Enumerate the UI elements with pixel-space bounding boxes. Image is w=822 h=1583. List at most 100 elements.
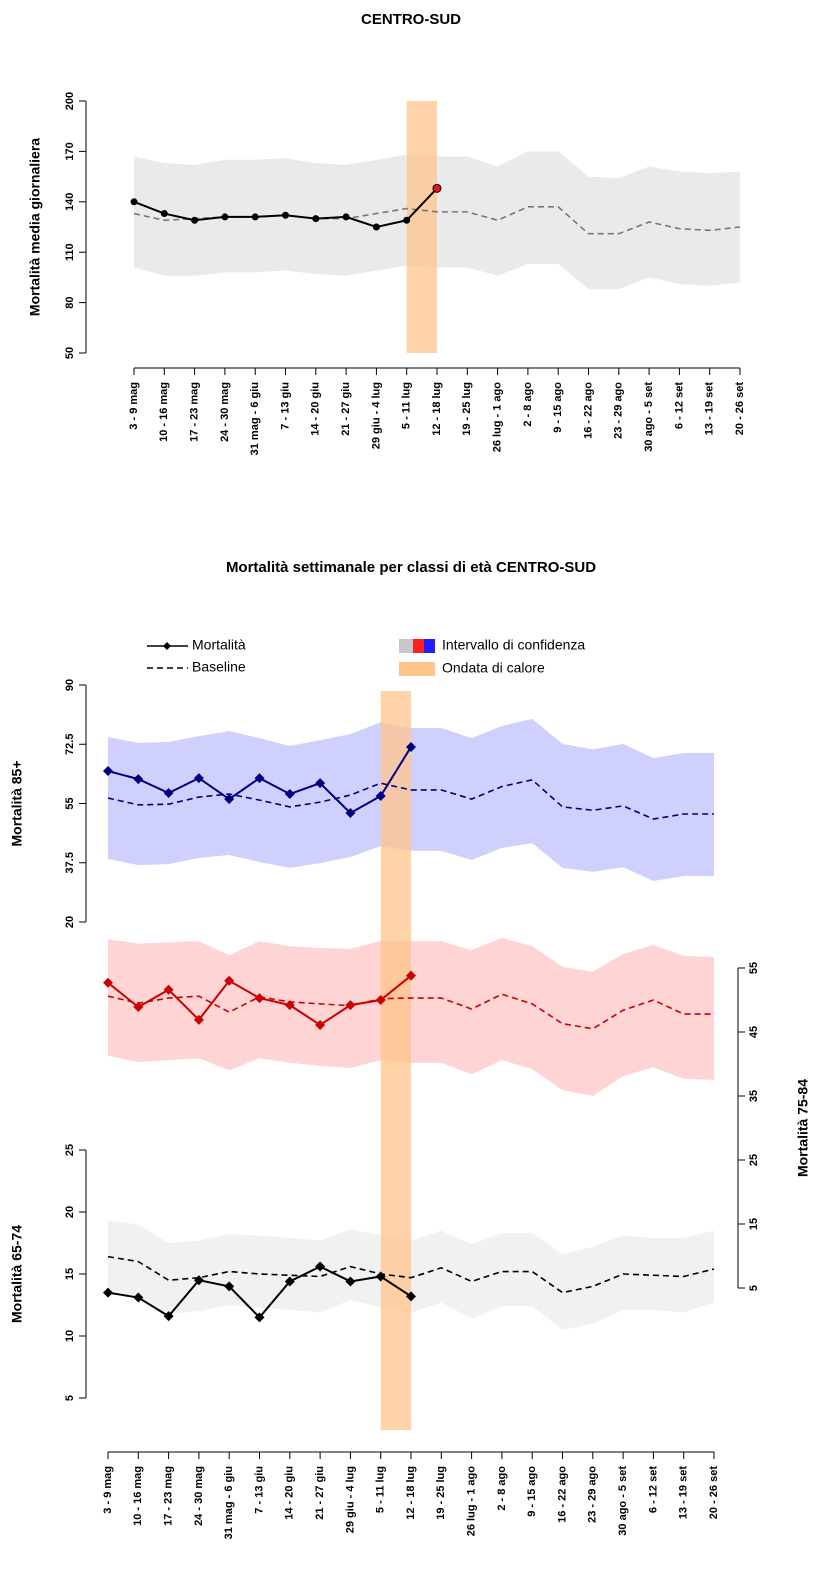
y-tick-label: 110: [64, 243, 76, 261]
mortality-marker: [133, 1002, 144, 1013]
x-tick-label: 9 - 15 ago: [526, 1466, 538, 1517]
mortality-marker: [284, 1000, 295, 1011]
y-tick-label: 20: [64, 916, 76, 928]
x-tick-label: 30 ago - 5 set: [643, 382, 655, 452]
mortality-marker: [163, 1311, 174, 1322]
x-tick-label: 30 ago - 5 set: [617, 1466, 629, 1536]
mortality-marker: [406, 970, 416, 981]
mortality-marker: [406, 1291, 416, 1302]
x-tick-label: 16 - 22 ago: [556, 1466, 568, 1523]
y-tick-label: 20: [64, 1206, 76, 1218]
mortality-marker: [224, 1281, 235, 1292]
y-axis-label: Mortalità 85+: [9, 761, 25, 847]
x-tick-label: 9 - 15 ago: [552, 382, 564, 433]
x-tick-label: 13 - 19 set: [704, 382, 716, 436]
mortality-marker: [375, 791, 386, 802]
x-tick-label: 5 - 11 lug: [401, 382, 413, 429]
chart-title: CENTRO-SUD: [361, 11, 461, 28]
legend-label: Ondata di calore: [442, 660, 545, 676]
y-axis-label: Mortalità 65-74: [9, 1225, 25, 1323]
mortality-marker: [163, 788, 174, 799]
x-tick-label: 14 - 20 giu: [284, 1466, 296, 1520]
x-tick-label: 7 - 13 giu: [279, 382, 291, 430]
mortality-marker: [315, 778, 326, 789]
y-tick-label: 45: [748, 1026, 760, 1038]
x-tick-label: 3 - 9 mag: [128, 382, 140, 430]
mortality-marker: [193, 1275, 204, 1286]
legend-label: Mortalità: [192, 637, 246, 653]
mortality-marker: [103, 1287, 113, 1298]
baseline-line: [107, 778, 714, 820]
mortality-marker: [345, 1000, 356, 1011]
mortality-marker: [103, 977, 113, 988]
heatwave-band: [406, 101, 437, 353]
mortality-marker: [160, 210, 168, 218]
baseline-line: [107, 1255, 715, 1294]
y-axis-label: Mortalità media giornaliera: [27, 138, 43, 316]
mortality-marker: [282, 211, 289, 219]
y-tick-label: 37.5: [64, 852, 76, 873]
x-tick-label: 2 - 8 ago: [496, 1466, 508, 1511]
x-tick-label: 12 - 18 lug: [405, 1466, 417, 1520]
mortality-marker: [375, 1271, 386, 1282]
x-tick-label: 10 - 16 mag: [132, 1466, 144, 1526]
mortality-marker: [193, 773, 204, 784]
x-tick-label: 14 - 20 giu: [310, 382, 322, 436]
x-tick-label: 12 - 18 lug: [431, 382, 443, 436]
x-tick-label: 13 - 19 set: [678, 1466, 690, 1520]
x-tick-label: 29 giu - 4 lug: [370, 382, 382, 449]
x-tick-label: 20 - 26 set: [734, 382, 746, 436]
mortality-marker: [315, 1261, 326, 1272]
x-tick-label: 19 - 25 lug: [461, 382, 473, 436]
mortality-marker: [312, 215, 320, 223]
mortality-marker: [315, 1019, 326, 1030]
mortality-marker: [372, 223, 380, 231]
y-tick-label: 15: [748, 1218, 760, 1230]
y-tick-label: 200: [64, 92, 76, 110]
y-tick-label: 55: [64, 797, 76, 809]
y-tick-label: 170: [64, 142, 76, 160]
mortality-marker: [254, 1312, 265, 1323]
mortality-marker: [342, 213, 350, 221]
baseline-line: [107, 993, 714, 1030]
x-tick-label: 26 lug - 1 ago: [492, 382, 504, 453]
legend-label: Intervallo di confidenza: [442, 637, 585, 653]
x-tick-label: 21 - 27 giu: [340, 382, 352, 436]
x-tick-label: 3 - 9 mag: [102, 1466, 114, 1514]
mortality-marker: [375, 995, 386, 1005]
y-tick-label: 25: [748, 1154, 760, 1166]
mortality-marker: [133, 774, 144, 785]
legend-swatch: [424, 639, 435, 653]
mortality-marker: [221, 213, 229, 221]
x-tick-label: 16 - 22 ago: [582, 382, 594, 439]
mortality-marker: [432, 183, 442, 193]
y-tick-label: 35: [748, 1090, 760, 1102]
legend-marker: [163, 642, 171, 650]
y-tick-label: 15: [64, 1268, 76, 1280]
mortality-marker: [133, 1292, 144, 1303]
x-tick-label: 10 - 16 mag: [158, 382, 170, 442]
mortality-marker: [406, 741, 416, 752]
x-tick-label: 17 - 23 mag: [189, 382, 201, 442]
mortality-marker: [403, 216, 411, 224]
mortality-marker: [254, 993, 265, 1004]
y-tick-label: 140: [64, 193, 76, 211]
mortality-marker: [163, 984, 174, 995]
x-tick-label: 23 - 29 ago: [587, 1466, 599, 1523]
x-tick-label: 6 - 12 set: [673, 382, 685, 429]
x-tick-label: 21 - 27 giu: [314, 1466, 326, 1520]
x-tick-label: 31 mag - 6 giu: [223, 1466, 235, 1539]
chart-title: Mortalità settimanale per classi di età …: [226, 559, 596, 576]
y-tick-label: 72.5: [64, 734, 76, 755]
y-tick-label: 10: [64, 1330, 76, 1342]
x-tick-label: 23 - 29 ago: [613, 382, 625, 439]
mortality-marker: [103, 765, 113, 776]
x-tick-label: 24 - 30 mag: [193, 1466, 205, 1526]
legend-swatch: [413, 639, 424, 653]
heatwave-band: [380, 691, 411, 1430]
mortality-marker: [130, 198, 138, 206]
mortality-marker: [191, 216, 199, 224]
x-tick-label: 29 giu - 4 lug: [344, 1466, 356, 1533]
mortality-marker: [254, 773, 265, 784]
